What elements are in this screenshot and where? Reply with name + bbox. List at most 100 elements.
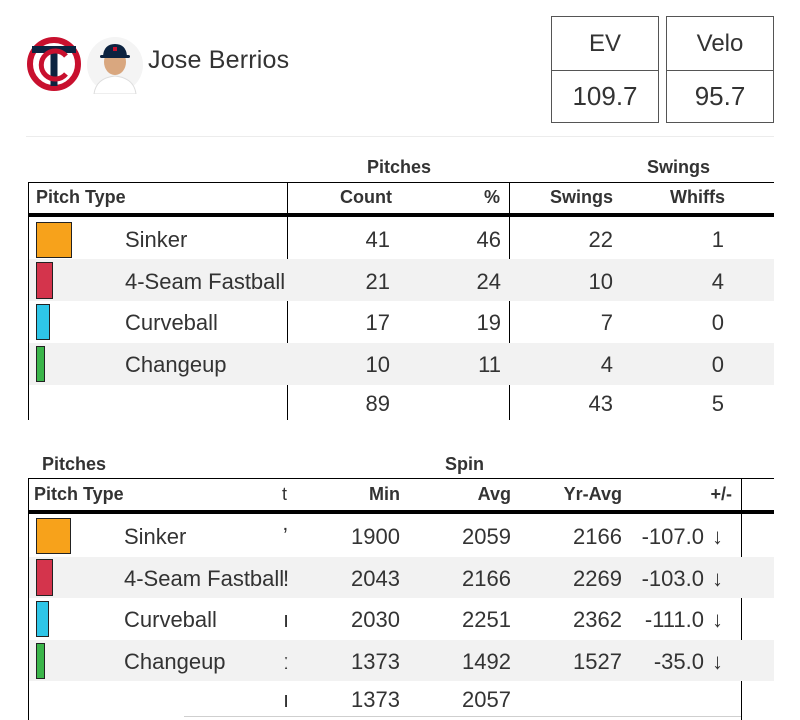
- header-bottom-rule: [28, 510, 774, 514]
- pitch-type-label: 4-Seam Fastball: [124, 566, 285, 591]
- pitch-color-swatch: [36, 601, 49, 637]
- header-pct: %: [483, 187, 500, 207]
- spin-yr-avg-cell: 2269: [573, 566, 622, 591]
- table-bottom-rule: [184, 716, 741, 717]
- header-whiffs: Whiffs: [670, 187, 725, 207]
- pct-cell: 46: [476, 227, 501, 252]
- total-count: 89: [365, 391, 390, 416]
- header-divider: [26, 136, 774, 137]
- down-arrow-icon: ↓: [712, 649, 723, 674]
- spin-avg-cell: 2059: [462, 524, 511, 549]
- pitch-color-swatch: [36, 518, 71, 554]
- header-clipped: t: [282, 484, 288, 504]
- total-spin-min: 1373: [351, 687, 400, 712]
- count-cell: 21: [365, 269, 390, 294]
- down-arrow-icon: ↓: [712, 566, 723, 591]
- velo-value: 95.7: [694, 81, 746, 111]
- pitch-color-swatch: [36, 643, 45, 679]
- header-yr-avg: Yr-Avg: [563, 484, 622, 504]
- ev-value: 109.7: [572, 81, 638, 111]
- pitch-color-swatch: [36, 262, 53, 299]
- ev-label: EV: [552, 17, 658, 71]
- pitch-type-label: 4-Seam Fastball: [125, 269, 286, 294]
- header-top-rule: [28, 478, 774, 479]
- swings-cell: 4: [600, 352, 613, 377]
- spin-yr-avg-cell: 2362: [573, 607, 622, 632]
- count-cell: 10: [365, 352, 390, 377]
- pct-cell: 24: [476, 269, 501, 294]
- player-name: Jose Berrios: [148, 46, 290, 74]
- down-arrow-icon: ↓: [712, 607, 723, 632]
- clipped-cell: ı: [283, 687, 290, 712]
- row-stripe: [29, 640, 774, 681]
- velo-stat-box: Velo 95.7: [666, 16, 774, 123]
- spin-diff-cell: -111.0: [644, 607, 704, 632]
- group-header-swings: Swings: [647, 157, 711, 177]
- clipped-cell: !: [283, 566, 290, 591]
- total-spin-avg: 2057: [462, 687, 511, 712]
- down-arrow-icon: ↓: [712, 524, 723, 549]
- header-swings: Swings: [549, 187, 613, 207]
- pitch-color-swatch: [36, 222, 72, 258]
- whiffs-cell: 0: [711, 352, 724, 377]
- group-header-pitches: Pitches: [367, 157, 432, 177]
- header-top-rule: [28, 182, 774, 183]
- player-headshot-icon: [87, 37, 143, 94]
- group-header-pitches: Pitches: [42, 454, 107, 474]
- ev-stat-box: EV 109.7: [551, 16, 659, 123]
- velo-label: Velo: [667, 17, 773, 71]
- spin-diff-cell: -107.0: [641, 524, 704, 549]
- header-avg: Avg: [477, 484, 511, 504]
- twins-tc-logo-icon: [27, 37, 81, 91]
- spin-yr-avg-cell: 1527: [573, 649, 622, 674]
- spin-avg-cell: 1492: [462, 649, 511, 674]
- header-min: Min: [369, 484, 400, 504]
- clipped-cell: ı: [283, 607, 290, 632]
- header-pitch-type: Pitch Type: [34, 484, 124, 504]
- pitch-type-label: Sinker: [125, 227, 188, 252]
- pitch-type-label: Changeup: [124, 649, 226, 674]
- swings-cell: 10: [588, 269, 613, 294]
- pitch-type-label: Curveball: [125, 310, 218, 335]
- header-pitch-type: Pitch Type: [36, 187, 126, 207]
- header-count: Count: [340, 187, 392, 207]
- pitch-type-label: Changeup: [125, 352, 227, 377]
- pct-cell: 11: [478, 352, 501, 377]
- pitch-color-swatch: [36, 346, 45, 382]
- swings-divider: [509, 182, 510, 420]
- spin-min-cell: 2043: [351, 566, 400, 591]
- whiffs-cell: 4: [711, 269, 724, 294]
- clipped-cell: ʼ: [283, 524, 288, 549]
- spin-min-cell: 1900: [351, 524, 400, 549]
- count-cell: 41: [365, 227, 390, 252]
- spin-min-cell: 1373: [351, 649, 400, 674]
- row-stripe: [29, 343, 774, 385]
- swings-cell: 7: [600, 310, 613, 335]
- spin-avg-cell: 2251: [462, 607, 511, 632]
- spin-yr-avg-cell: 2166: [573, 524, 622, 549]
- spin-avg-cell: 2166: [462, 566, 511, 591]
- pitch-type-label: Curveball: [124, 607, 217, 632]
- spin-diff-cell: -35.0: [653, 649, 704, 674]
- spin-diff-cell: -103.0: [641, 566, 704, 591]
- pct-cell: 19: [476, 310, 501, 335]
- pitch-color-swatch: [36, 304, 50, 340]
- group-header-spin: Spin: [445, 454, 484, 474]
- count-cell: 17: [365, 310, 390, 335]
- table-left-border: [28, 478, 29, 720]
- whiffs-cell: 1: [711, 227, 724, 252]
- header-bottom-rule: [28, 213, 774, 217]
- whiffs-cell: 0: [711, 310, 724, 335]
- spin-min-cell: 2030: [351, 607, 400, 632]
- total-swings: 43: [588, 391, 613, 416]
- clipped-cell: ː: [283, 649, 290, 674]
- diff-divider: [741, 478, 742, 720]
- table-left-border: [28, 182, 29, 420]
- total-whiffs: 5: [711, 391, 724, 416]
- row-stripe: [29, 259, 774, 301]
- pitch-type-label: Sinker: [124, 524, 187, 549]
- header-diff: +/-: [710, 484, 732, 504]
- pitch-color-swatch: [36, 559, 53, 596]
- pitches-divider: [287, 182, 288, 420]
- swings-cell: 22: [588, 227, 613, 252]
